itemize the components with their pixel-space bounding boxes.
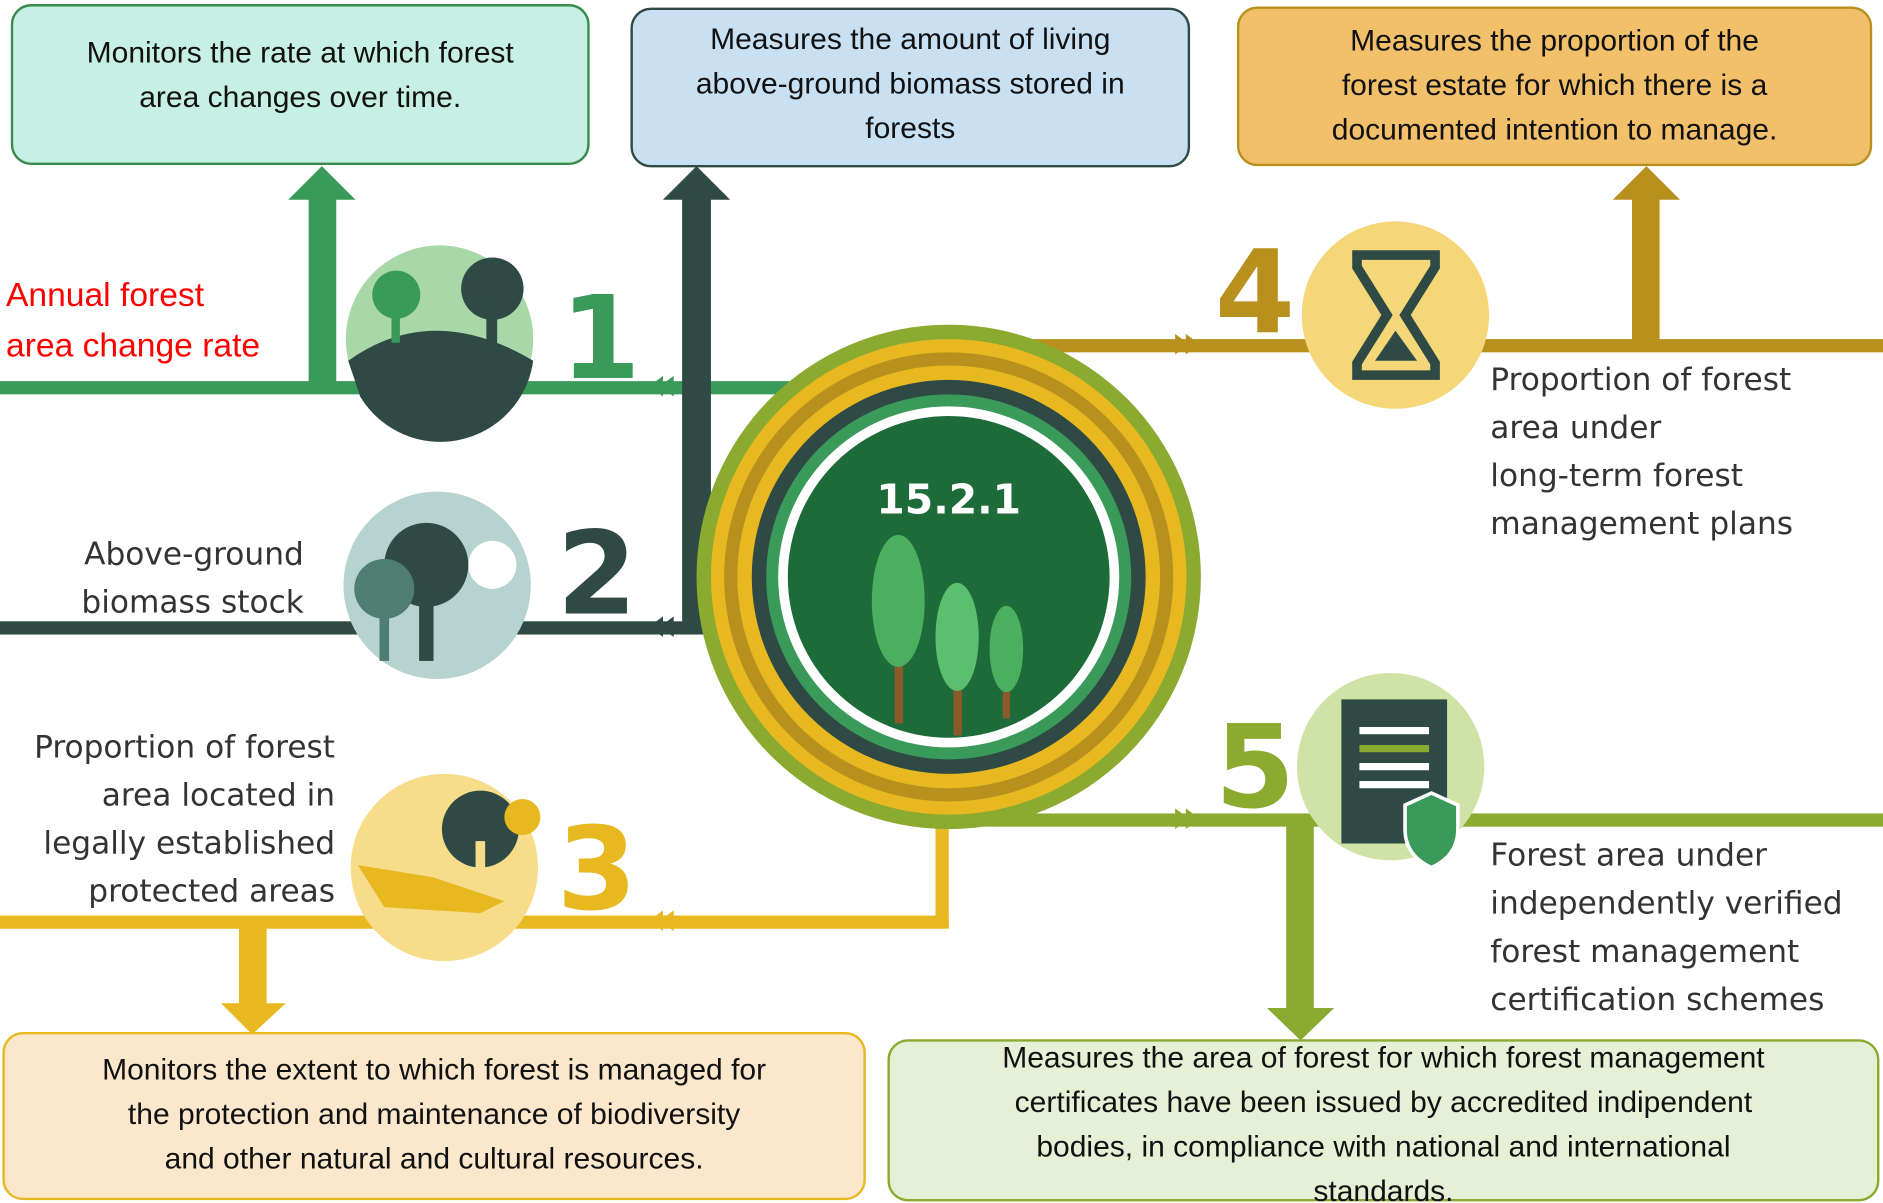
indicator-label: biomass stock: [81, 584, 303, 620]
chevron: »: [1171, 790, 1200, 843]
arrow-3: [239, 925, 267, 1004]
description-text: standards.: [1313, 1175, 1453, 1203]
description-text: forests: [865, 112, 955, 145]
indicator-number: 5: [1215, 701, 1295, 835]
description-text: above-ground biomass stored in: [696, 68, 1125, 101]
arrow-head-2: [663, 166, 730, 200]
description-text: Measures the amount of living: [710, 23, 1110, 56]
icon-3: [351, 774, 538, 961]
arrow-4: [1632, 199, 1660, 349]
indicator-label: independently verified: [1490, 886, 1842, 922]
chevron: «: [648, 598, 677, 651]
chevron: «: [648, 892, 677, 945]
description-text: the protection and maintenance of biodiv…: [128, 1098, 740, 1131]
chevron: «: [648, 358, 677, 411]
indicator-label: certification schemes: [1490, 982, 1824, 1018]
indicator-label: forest management: [1490, 934, 1799, 970]
center-label: 15.2.1: [876, 475, 1021, 523]
icon-4: [1302, 221, 1489, 408]
indicator-label: long-term forest: [1490, 458, 1743, 494]
indicator-label: Proportion of forest: [1490, 362, 1791, 398]
indicator-label: area located in: [102, 778, 335, 814]
description-text: Monitors the rate at which forest: [87, 36, 515, 69]
description-text: and other natural and cultural resources…: [165, 1142, 704, 1175]
indicator-label: management plans: [1490, 506, 1793, 542]
description-box: Monitors the extent to which forest is m…: [4, 1033, 865, 1199]
indicator-label: Proportion of forest: [34, 730, 335, 766]
description-text: documented intention to manage.: [1332, 113, 1778, 146]
indicator-label: legally established: [43, 826, 335, 862]
description-text: Measures the proportion of the: [1350, 24, 1759, 57]
description-text: bodies, in compliance with national and …: [1036, 1130, 1730, 1163]
description-box: Monitors the rate at which forest area ch…: [12, 5, 588, 164]
description-text: certificates have been issued by accredi…: [1015, 1086, 1753, 1119]
indicator-label: Above-ground: [84, 536, 304, 572]
indicator-number: 2: [557, 507, 637, 641]
indicator-label: Annual forest: [6, 277, 205, 314]
arrow-1: [309, 199, 337, 391]
indicator-label: area change rate: [6, 327, 260, 364]
description-text: area changes over time.: [139, 81, 461, 114]
indicator-number: 4: [1215, 226, 1295, 360]
chevron: »: [1171, 316, 1200, 369]
indicator-number: 1: [560, 272, 640, 406]
diagram: « « « » » 15.2.1: [0, 0, 1883, 1203]
indicator-label: protected areas: [88, 874, 335, 910]
description-box: Measures the amount of living above-groun…: [632, 9, 1189, 166]
arrow-head-3: [221, 1003, 286, 1034]
description-box: Measures the proportion of the forest est…: [1238, 8, 1871, 165]
emblem: 15.2.1: [697, 325, 1201, 829]
arrow-head-4: [1613, 166, 1680, 200]
arrow-head-1: [288, 166, 355, 200]
arrow-5: [1286, 823, 1314, 1009]
indicator-label: area under: [1490, 410, 1661, 446]
arrow-head-5: [1267, 1008, 1334, 1040]
description-text: Monitors the extent to which forest is m…: [102, 1054, 766, 1087]
page: « « « » » 15.2.1: [0, 0, 1883, 1203]
indicator-number: 3: [557, 803, 637, 937]
description-text: forest estate for which there is a: [1342, 69, 1768, 102]
indicator-label: Forest area under: [1490, 838, 1767, 874]
description-text: Measures the area of forest for which fo…: [1002, 1042, 1765, 1075]
description-box: Measures the area of forest for which fo…: [889, 1040, 1879, 1203]
